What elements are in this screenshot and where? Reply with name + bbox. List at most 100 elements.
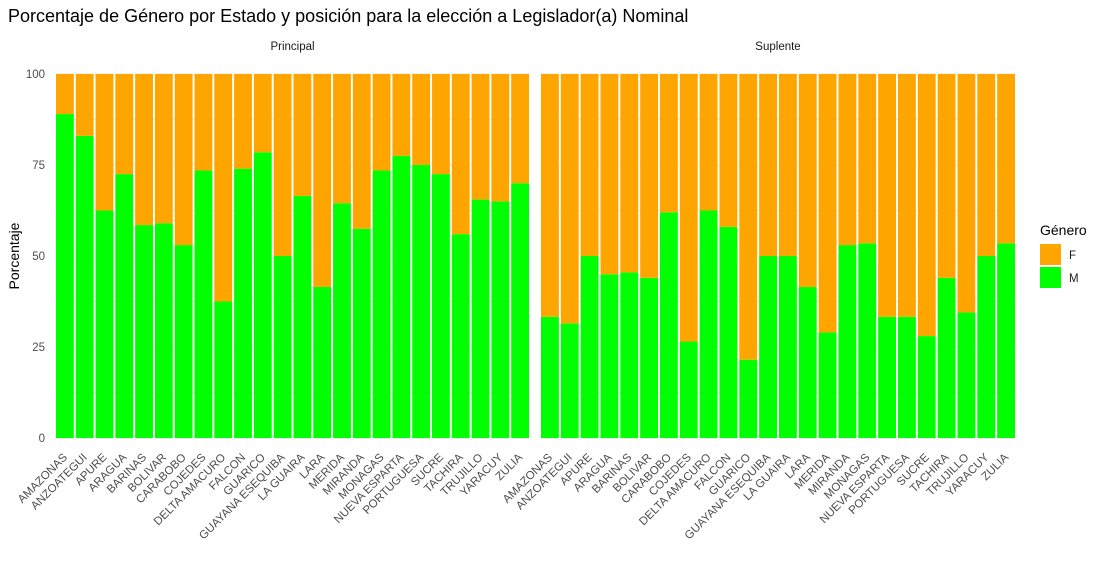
bar-F-suplente-11 [759,74,778,256]
bar-M-principal-17 [392,155,411,438]
bar-F-suplente-13 [798,74,817,287]
bar-M-suplente-15 [838,245,857,438]
bar-M-principal-2 [95,210,114,438]
bar-F-principal-6 [174,74,193,246]
y-tick-label: 25 [32,342,45,354]
bar-M-principal-10 [253,152,272,438]
bar-M-suplente-12 [778,256,797,438]
bar-M-principal-14 [333,203,351,438]
bar-M-suplente-16 [858,243,877,438]
panel-label: Suplente [755,41,800,53]
y-axis-title: Porcentaje [6,222,22,289]
bar-M-suplente-11 [759,256,778,438]
bar-F-principal-14 [333,74,351,204]
bar-F-principal-7 [194,74,213,171]
bar-M-principal-20 [451,234,470,438]
bar-F-principal-13 [313,74,332,287]
bar-M-principal-5 [154,223,173,438]
bar-M-suplente-21 [957,312,976,438]
bar-M-suplente-2 [580,256,599,438]
bar-M-suplente-18 [897,316,916,438]
bar-M-principal-16 [372,170,391,438]
bar-F-suplente-7 [679,74,698,342]
bar-M-suplente-3 [600,274,619,438]
bar-F-principal-1 [75,74,94,136]
bar-F-principal-16 [372,74,391,171]
bar-F-principal-10 [253,74,272,153]
bar-M-suplente-1 [560,323,579,438]
chart-panels: 0255075100PrincipalAMAZONASANZOATEGUIAPU… [16,41,1016,542]
legend-swatch-M [1040,267,1061,288]
bar-F-principal-20 [451,74,470,235]
bar-F-principal-0 [55,74,74,115]
bar-M-principal-12 [293,195,312,438]
bar-F-suplente-18 [897,74,916,317]
bar-M-principal-21 [471,199,490,438]
y-tick-label: 100 [26,69,45,81]
bar-F-principal-3 [115,74,134,175]
bar-F-suplente-14 [818,74,837,333]
bar-M-suplente-5 [640,277,659,438]
bar-F-suplente-8 [699,74,718,211]
bar-F-principal-19 [432,74,450,175]
bar-F-suplente-16 [858,74,877,244]
bar-M-principal-6 [174,245,193,438]
legend-title: Género [1040,222,1087,238]
bar-F-suplente-4 [620,74,639,273]
bar-M-principal-18 [412,165,431,438]
bar-M-suplente-8 [699,210,718,438]
bar-M-principal-13 [313,286,332,438]
bar-F-suplente-22 [977,74,996,256]
bar-M-suplente-23 [997,243,1016,438]
bar-M-suplente-6 [659,212,678,438]
bar-F-suplente-21 [957,74,976,313]
bar-F-suplente-1 [560,74,579,324]
bar-M-principal-15 [352,228,371,438]
bar-M-principal-1 [75,135,94,438]
bar-F-suplente-17 [878,74,897,317]
bar-M-principal-8 [214,301,233,438]
bar-F-principal-23 [511,74,530,184]
bar-F-suplente-9 [719,74,738,227]
bar-M-suplente-0 [540,316,559,438]
bar-M-principal-9 [234,168,252,438]
bar-F-principal-18 [412,74,431,165]
bar-M-suplente-20 [937,277,956,438]
bar-F-suplente-0 [540,74,559,317]
bar-F-suplente-19 [917,74,936,337]
bar-M-suplente-17 [878,316,897,438]
bar-F-principal-2 [95,74,114,211]
y-tick-label: 50 [32,251,45,263]
bar-F-suplente-20 [937,74,956,278]
bar-M-principal-7 [194,170,213,438]
bar-M-principal-0 [55,114,74,438]
bar-F-suplente-3 [600,74,619,275]
chart-title: Porcentaje de Género por Estado y posici… [8,6,688,26]
bar-F-principal-12 [293,74,312,196]
bar-F-suplente-15 [838,74,857,246]
bar-F-principal-8 [214,74,233,302]
bar-M-principal-4 [135,225,153,438]
bar-M-principal-23 [511,183,530,438]
bar-F-suplente-12 [778,74,797,256]
bar-M-principal-22 [491,201,510,438]
bar-M-suplente-9 [719,226,738,438]
bar-F-principal-5 [154,74,173,224]
bar-M-suplente-19 [917,336,936,438]
y-tick-label: 0 [39,433,45,445]
bar-M-suplente-14 [818,332,837,438]
bar-F-suplente-10 [739,74,758,360]
bar-M-suplente-4 [620,272,639,438]
bar-F-suplente-5 [640,74,659,278]
bar-M-suplente-10 [739,359,758,438]
bar-M-suplente-7 [679,341,698,438]
bar-F-suplente-6 [659,74,678,213]
y-tick-label: 75 [32,160,45,172]
legend-swatch-F [1040,244,1061,265]
legend: FM [1040,244,1079,288]
bar-F-principal-22 [491,74,510,202]
bar-M-suplente-13 [798,286,817,438]
bar-F-principal-4 [135,74,153,226]
bar-M-principal-19 [432,174,450,438]
